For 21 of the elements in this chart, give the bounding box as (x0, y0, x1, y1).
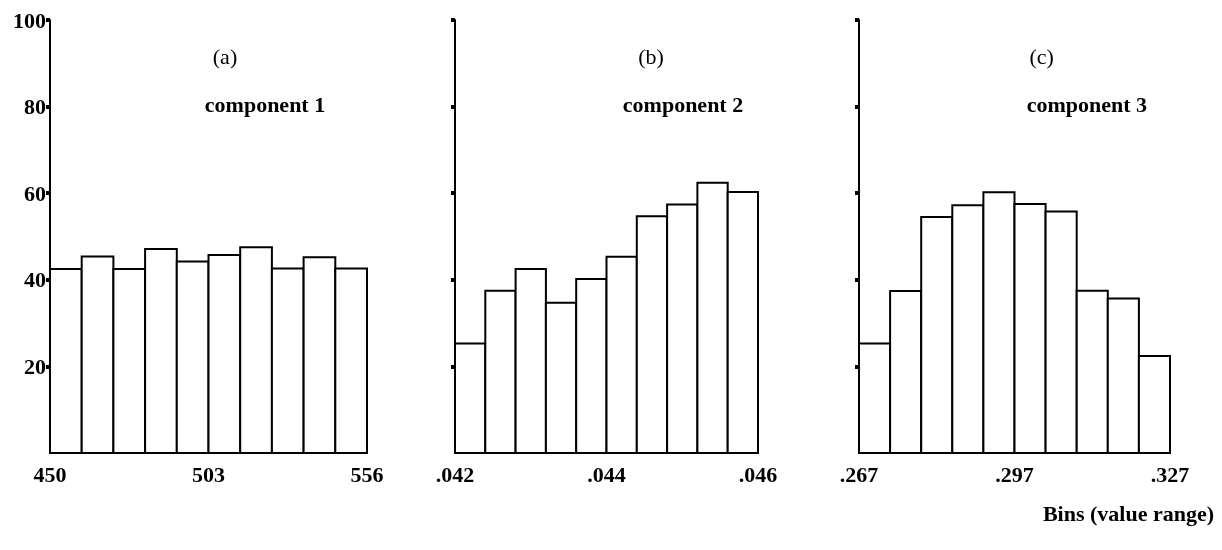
text: (b) (638, 43, 664, 69)
y-tick-label: 40 (24, 267, 46, 293)
x-tick-label: 556 (350, 461, 384, 487)
text: (a) (212, 43, 238, 69)
text: component 1 (204, 91, 326, 117)
text: (c) (1029, 43, 1054, 69)
x-tick-label: .297 (995, 461, 1034, 487)
x-axis-title: Bins (value range) (1042, 500, 1215, 526)
text: component 3 (1026, 91, 1148, 117)
x-tick-label: .044 (587, 461, 626, 487)
y-tick-label: 80 (24, 94, 46, 120)
x-tick-label: 503 (192, 461, 225, 487)
x-tick-label: .327 (1150, 461, 1190, 487)
y-tick-label: 60 (24, 180, 46, 206)
x-tick-label: 450 (33, 461, 67, 487)
text: component 2 (622, 91, 744, 117)
x-tick-label: .046 (738, 461, 778, 487)
x-tick-label: .267 (839, 461, 879, 487)
y-tick-label: 100 (13, 7, 46, 33)
x-tick-label: .042 (435, 461, 475, 487)
y-tick-label: 20 (24, 353, 46, 379)
